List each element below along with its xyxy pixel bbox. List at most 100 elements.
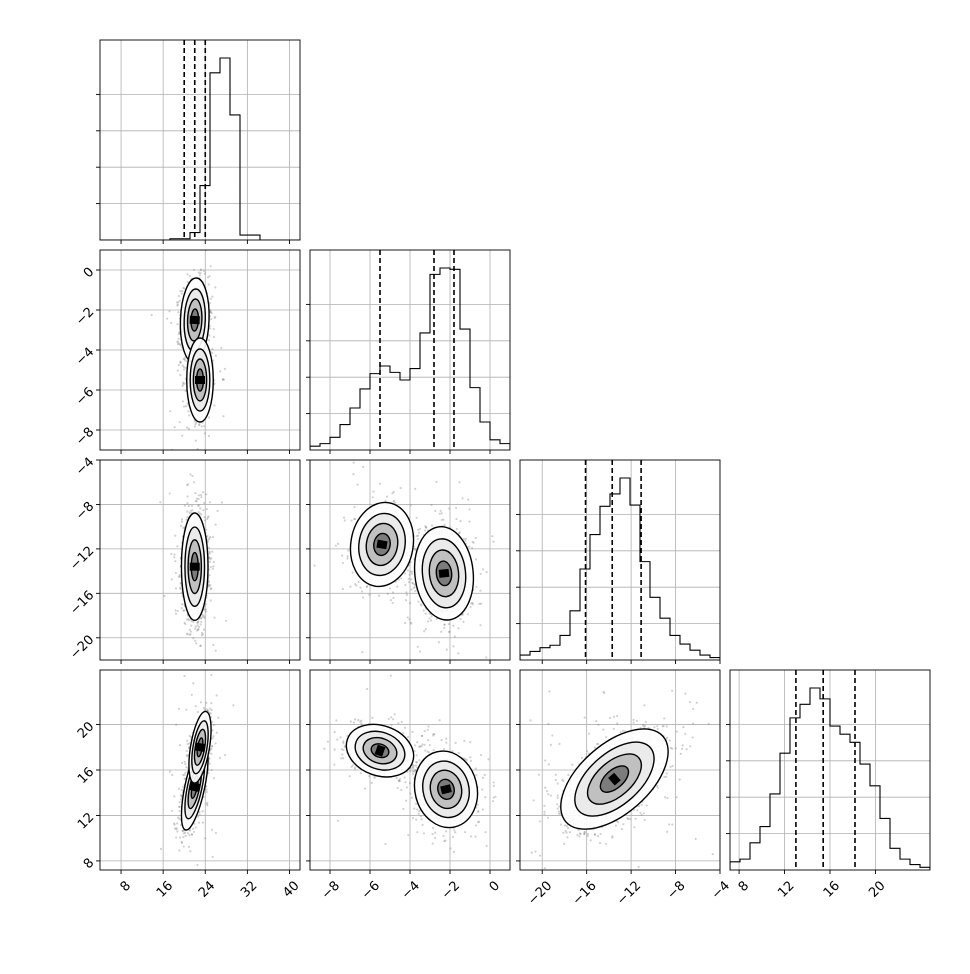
- scatter-point: [175, 836, 177, 838]
- scatter-point: [217, 510, 219, 512]
- scatter-point: [212, 644, 214, 646]
- scatter-point: [357, 483, 359, 485]
- scatter-point: [181, 290, 183, 292]
- panel-2-0: −4−8−12−16−20: [67, 375, 300, 700]
- scatter-point: [443, 627, 445, 629]
- scatter-point: [180, 525, 182, 527]
- scatter-point: [194, 492, 196, 494]
- scatter-point: [420, 603, 422, 605]
- scatter-point: [196, 622, 198, 624]
- scatter-point: [179, 361, 181, 363]
- panel-content: [310, 250, 510, 450]
- scatter-point: [224, 368, 226, 370]
- scatter-point: [355, 584, 357, 586]
- scatter-point: [187, 618, 189, 620]
- scatter-point: [394, 454, 396, 456]
- scatter-point: [482, 568, 484, 570]
- scatter-point: [430, 615, 432, 617]
- scatter-point: [405, 599, 407, 601]
- scatter-point: [213, 465, 215, 467]
- scatter-point: [190, 696, 192, 698]
- scatter-point: [353, 506, 355, 508]
- scatter-point: [212, 565, 214, 567]
- scatter-point: [200, 494, 202, 496]
- scatter-point: [191, 505, 193, 507]
- scatter-point: [207, 515, 209, 517]
- scatter-point: [186, 502, 188, 504]
- scatter-point: [199, 272, 201, 274]
- scatter-point: [189, 512, 191, 514]
- scatter-point: [183, 610, 185, 612]
- scatter-point: [175, 587, 177, 589]
- scatter-point: [408, 618, 410, 620]
- scatter-point: [409, 571, 411, 573]
- scatter-point: [185, 405, 187, 407]
- scatter-point: [203, 502, 205, 504]
- scatter-point: [362, 466, 364, 468]
- scatter-point: [179, 836, 181, 838]
- scatter-point: [423, 711, 425, 713]
- scatter-point: [208, 574, 210, 576]
- scatter-point: [187, 281, 189, 283]
- scatter-point: [214, 317, 216, 319]
- scatter-point: [199, 512, 201, 514]
- scatter-point: [475, 586, 477, 588]
- scatter-point: [182, 382, 184, 384]
- scatter-point: [486, 571, 488, 573]
- scatter-point: [485, 656, 487, 658]
- scatter-point: [182, 527, 184, 529]
- panel-content: [100, 40, 300, 240]
- scatter-point: [213, 404, 215, 406]
- scatter-point: [173, 556, 175, 558]
- scatter-point: [366, 585, 368, 587]
- scatter-point: [208, 275, 210, 277]
- scatter-point: [177, 369, 179, 371]
- scatter-point: [416, 535, 418, 537]
- scatter-point: [405, 591, 407, 593]
- scatter-point: [352, 473, 354, 475]
- scatter-point: [190, 438, 192, 440]
- scatter-point: [196, 498, 198, 500]
- scatter-point: [386, 496, 388, 498]
- scatter-point: [404, 622, 406, 624]
- scatter-point: [176, 341, 178, 343]
- scatter-point: [492, 541, 494, 543]
- scatter-point: [210, 599, 212, 601]
- scatter-point: [349, 586, 351, 588]
- scatter-point: [180, 588, 182, 590]
- scatter-point: [455, 518, 457, 520]
- scatter-point: [184, 623, 186, 625]
- scatter-point: [215, 524, 217, 526]
- scatter-point: [425, 628, 427, 630]
- scatter-point: [359, 586, 361, 588]
- scatter-point: [183, 368, 185, 370]
- scatter-point: [472, 541, 474, 543]
- scatter-point: [189, 275, 191, 277]
- scatter-point: [387, 593, 389, 595]
- scatter-point: [448, 631, 450, 633]
- scatter-point: [175, 613, 177, 615]
- scatter-point: [372, 496, 374, 498]
- scatter-point: [193, 269, 195, 271]
- panel-1-1: [306, 250, 510, 454]
- scatter-point: [212, 536, 214, 538]
- scatter-point: [201, 632, 203, 634]
- scatter-point: [213, 336, 215, 338]
- scatter-point: [209, 501, 211, 503]
- scatter-point: [226, 674, 228, 676]
- panel-content: [100, 644, 300, 877]
- scatter-point: [194, 640, 196, 642]
- scatter-point: [467, 613, 469, 615]
- scatter-point: [440, 510, 442, 512]
- scatter-point: [427, 620, 429, 622]
- panel-2-1: [302, 448, 510, 713]
- y-tick-label: −4: [73, 345, 97, 369]
- scatter-point: [346, 557, 348, 559]
- scatter-point: [313, 565, 315, 567]
- scatter-point: [408, 581, 410, 583]
- scatter-point: [187, 832, 189, 834]
- scatter-point: [187, 273, 189, 275]
- scatter-point: [170, 322, 172, 324]
- scatter-point: [178, 788, 180, 790]
- scatter-point: [423, 609, 425, 611]
